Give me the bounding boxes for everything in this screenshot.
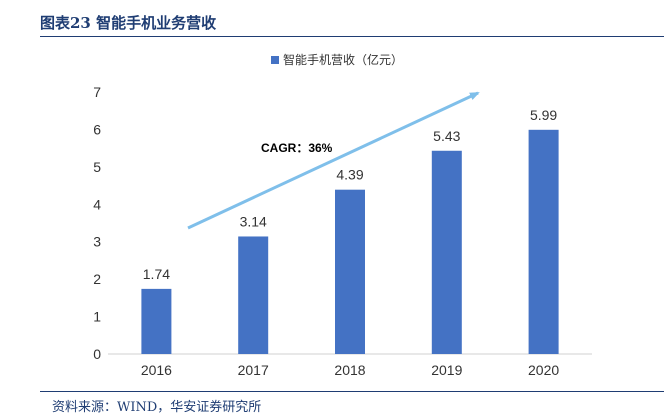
legend: 智能手机营收（亿元） <box>271 52 403 67</box>
bar-chart: 智能手机营收（亿元） 0 1 2 3 4 5 6 7 1.74 3.14 4.39 5.43 5.99… <box>93 52 592 378</box>
footer-divider <box>40 391 664 392</box>
title-divider <box>40 36 664 37</box>
data-label-2017: 3.14 <box>240 213 267 229</box>
x-tick-label: 2018 <box>334 362 365 378</box>
data-label-2019: 5.43 <box>433 128 460 144</box>
bar-2020 <box>528 129 559 354</box>
cagr-annotation: CAGR：36% <box>261 141 333 155</box>
data-label-2020: 5.99 <box>530 107 557 123</box>
y-tick-label: 6 <box>93 121 101 137</box>
bar-series: 1.74 3.14 4.39 5.43 5.99 <box>141 107 559 354</box>
x-tick-label: 2016 <box>141 362 172 378</box>
cagr-arrow <box>187 91 480 230</box>
x-tick-label: 2017 <box>238 362 269 378</box>
x-tick-label: 2020 <box>528 362 559 378</box>
y-tick-label: 5 <box>93 159 101 175</box>
bar-2016 <box>141 288 172 354</box>
data-label-2016: 1.74 <box>143 266 170 282</box>
y-axis: 0 1 2 3 4 5 6 7 <box>93 84 101 362</box>
legend-swatch <box>271 56 279 64</box>
legend-label: 智能手机营收（亿元） <box>283 52 403 67</box>
y-tick-label: 7 <box>93 84 101 100</box>
y-tick-label: 0 <box>93 346 101 362</box>
source-note: 资料来源：WIND，华安证券研究所 <box>52 400 262 415</box>
y-tick-label: 4 <box>93 196 101 212</box>
bar-2018 <box>335 189 365 354</box>
x-axis: 2016 2017 2018 2019 2020 <box>141 362 560 378</box>
data-label-2018: 4.39 <box>336 167 363 183</box>
y-tick-label: 2 <box>93 271 101 287</box>
bar-2017 <box>238 236 269 354</box>
y-tick-label: 1 <box>93 309 101 325</box>
x-tick-label: 2019 <box>431 362 462 378</box>
figure-title: 图表23 智能手机业务营收 <box>40 14 217 32</box>
bar-2019 <box>431 150 462 354</box>
y-tick-label: 3 <box>93 234 101 250</box>
